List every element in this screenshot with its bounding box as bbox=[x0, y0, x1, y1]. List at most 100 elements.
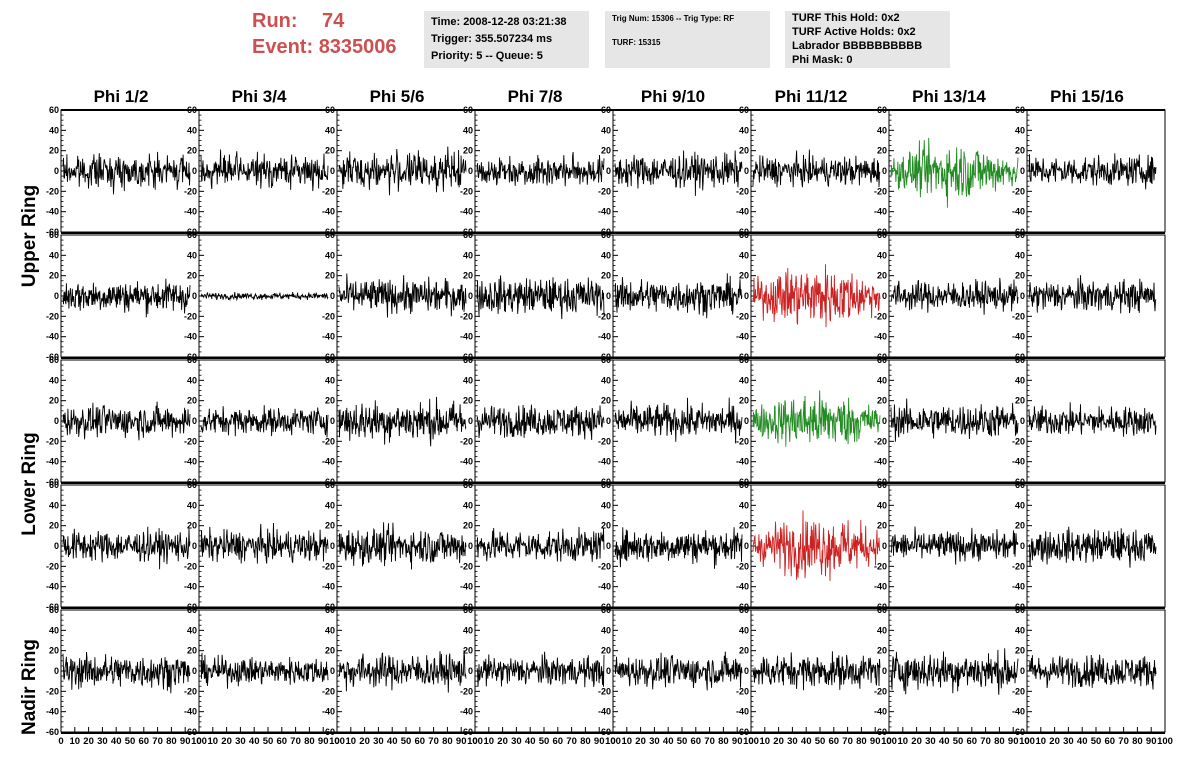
y-tick-label: 60 bbox=[463, 230, 473, 240]
x-tick-label: 90 bbox=[1146, 736, 1157, 747]
y-tick-label: -40 bbox=[736, 332, 749, 342]
x-tick-label: 0 bbox=[472, 736, 477, 747]
x-tick-label: 70 bbox=[566, 736, 577, 747]
y-tick-label: 20 bbox=[325, 521, 335, 531]
y-tick-label: -40 bbox=[598, 207, 611, 217]
y-tick-label: 20 bbox=[877, 396, 887, 406]
x-tick-label: 80 bbox=[994, 736, 1005, 747]
turf-hold-line: TURF This Hold: 0x2 bbox=[792, 12, 900, 24]
y-tick-label: 60 bbox=[601, 480, 611, 490]
y-tick-label: -60 bbox=[460, 227, 473, 237]
waveform-trace bbox=[338, 396, 467, 447]
y-tick-label: -60 bbox=[184, 352, 197, 362]
y-tick-label: -20 bbox=[598, 311, 611, 321]
y-tick-label: 60 bbox=[601, 355, 611, 365]
x-tick-label: 40 bbox=[387, 736, 398, 747]
x-tick-label: 100 bbox=[743, 736, 759, 747]
y-tick-label: -40 bbox=[460, 332, 473, 342]
y-tick-label: 60 bbox=[187, 105, 197, 115]
y-tick-label: -40 bbox=[1012, 457, 1025, 467]
y-tick-label: -40 bbox=[1012, 707, 1025, 717]
y-tick-label: 0 bbox=[744, 541, 749, 551]
x-tick-label: 30 bbox=[373, 736, 384, 747]
y-tick-label: 0 bbox=[606, 291, 611, 301]
x-tick-label: 30 bbox=[97, 736, 108, 747]
y-tick-label: 60 bbox=[877, 230, 887, 240]
x-tick-label: 100 bbox=[1157, 736, 1173, 747]
y-tick-label: -40 bbox=[874, 707, 887, 717]
y-tick-label: 40 bbox=[187, 125, 197, 135]
y-tick-label: 0 bbox=[192, 666, 197, 676]
phi-header-2: Phi 3/4 bbox=[231, 87, 287, 106]
y-tick-label: -20 bbox=[874, 561, 887, 571]
y-tick-label: -40 bbox=[322, 457, 335, 467]
waveform-trace bbox=[1028, 153, 1157, 190]
x-tick-label: 10 bbox=[346, 736, 357, 747]
labrador-line: Labrador BBBBBBBBBB bbox=[792, 40, 923, 52]
y-tick-label: -40 bbox=[184, 207, 197, 217]
y-tick-label: 60 bbox=[187, 605, 197, 615]
event-value: 8335006 bbox=[318, 36, 397, 58]
y-tick-label: 0 bbox=[744, 666, 749, 676]
y-tick-label: 40 bbox=[187, 500, 197, 510]
waveform-trace bbox=[476, 651, 605, 688]
y-tick-label: -40 bbox=[460, 707, 473, 717]
y-tick-label: 0 bbox=[606, 416, 611, 426]
x-tick-label: 70 bbox=[290, 736, 301, 747]
y-tick-label: 0 bbox=[606, 541, 611, 551]
y-tick-label: 40 bbox=[49, 500, 59, 510]
y-tick-label: 40 bbox=[601, 250, 611, 260]
time-info-box: Time: 2008-12-28 03:21:38 Trigger: 355.5… bbox=[424, 11, 589, 68]
y-tick-label: -20 bbox=[874, 686, 887, 696]
y-tick-label: 60 bbox=[49, 605, 59, 615]
waveform-trace bbox=[1028, 654, 1157, 690]
y-tick-label: 0 bbox=[330, 541, 335, 551]
y-tick-label: 60 bbox=[325, 230, 335, 240]
y-tick-label: 40 bbox=[877, 125, 887, 135]
x-tick-label: 30 bbox=[511, 736, 522, 747]
y-tick-label: -20 bbox=[736, 436, 749, 446]
x-tick-label: 0 bbox=[334, 736, 339, 747]
y-tick-label: 20 bbox=[187, 521, 197, 531]
phi-header-5: Phi 9/10 bbox=[640, 87, 706, 106]
x-tick-label: 50 bbox=[677, 736, 688, 747]
waveform-trace bbox=[200, 652, 329, 689]
y-tick-label: 40 bbox=[325, 375, 335, 385]
y-tick-label: -60 bbox=[1012, 477, 1025, 487]
x-tick-label: 0 bbox=[196, 736, 201, 747]
y-tick-label: 20 bbox=[739, 646, 749, 656]
y-tick-label: 0 bbox=[1020, 541, 1025, 551]
waveform-trace bbox=[890, 137, 1019, 208]
y-tick-label: 20 bbox=[49, 146, 59, 156]
y-tick-label: 60 bbox=[463, 105, 473, 115]
x-tick-label: 90 bbox=[456, 736, 467, 747]
y-tick-label: 60 bbox=[601, 605, 611, 615]
y-tick-label: -60 bbox=[46, 602, 59, 612]
y-tick-label: -40 bbox=[322, 332, 335, 342]
y-tick-label: 20 bbox=[877, 521, 887, 531]
x-tick-label: 50 bbox=[125, 736, 136, 747]
y-tick-label: 60 bbox=[49, 355, 59, 365]
y-tick-label: 60 bbox=[49, 480, 59, 490]
y-tick-label: -40 bbox=[46, 207, 59, 217]
x-tick-label: 20 bbox=[83, 736, 94, 747]
x-tick-label: 70 bbox=[704, 736, 715, 747]
waveform-trace bbox=[890, 277, 1019, 315]
x-tick-label: 20 bbox=[635, 736, 646, 747]
y-tick-label: 0 bbox=[54, 416, 59, 426]
waveform-trace bbox=[200, 405, 329, 438]
y-tick-label: 60 bbox=[325, 605, 335, 615]
y-tick-label: 20 bbox=[739, 271, 749, 281]
x-tick-label: 10 bbox=[70, 736, 81, 747]
y-tick-label: -60 bbox=[460, 602, 473, 612]
y-tick-label: 40 bbox=[187, 625, 197, 635]
x-tick-label: 20 bbox=[1049, 736, 1060, 747]
run-label: Run: bbox=[252, 10, 298, 32]
turf-active-line: TURF Active Holds: 0x2 bbox=[792, 26, 916, 38]
x-tick-label: 100 bbox=[191, 736, 207, 747]
time-line: Time: 2008-12-28 03:21:38 bbox=[431, 16, 567, 28]
x-tick-label: 40 bbox=[525, 736, 536, 747]
y-tick-label: 40 bbox=[463, 500, 473, 510]
y-tick-label: -20 bbox=[46, 561, 59, 571]
y-tick-label: 60 bbox=[187, 230, 197, 240]
